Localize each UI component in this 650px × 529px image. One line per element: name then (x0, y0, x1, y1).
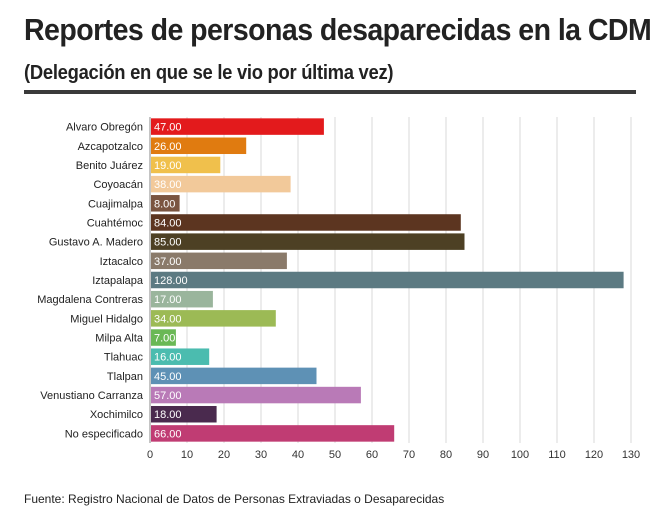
data-label: 16.00 (154, 352, 182, 364)
category-label: Iztacalco (100, 256, 143, 268)
x-tick-label: 20 (218, 449, 230, 461)
data-label: 38.00 (154, 179, 182, 191)
x-tick-label: 120 (585, 449, 603, 461)
data-label: 7.00 (154, 333, 175, 345)
data-label: 128.00 (154, 275, 188, 287)
bar (151, 214, 461, 231)
bar-chart: 0 10 20 30 40 50 60 70 80 90 100 110 120 130 Alvaro Ob… (37, 117, 640, 461)
category-label: Benito Juárez (76, 160, 143, 172)
x-tick-label: 70 (403, 449, 415, 461)
bar (151, 290, 213, 308)
category-label: No especificado (65, 428, 143, 440)
category-label: Cuahtémoc (87, 217, 144, 229)
bar (151, 329, 176, 346)
chart-subtitle: (Delegación en que se le vio por última … (24, 62, 394, 84)
category-label: Xochimilco (90, 409, 143, 421)
x-tick-label: 40 (292, 449, 304, 461)
category-label: Azcapotzalco (78, 141, 143, 153)
x-tick-label: 10 (181, 449, 193, 461)
chart-title: Reportes de personas desaparecidas en la… (24, 12, 650, 47)
bar (151, 156, 221, 174)
x-tick-label: 130 (622, 449, 640, 461)
bar (151, 310, 276, 327)
bar (151, 386, 361, 404)
x-tick-label: 100 (511, 449, 529, 461)
bar (151, 405, 217, 423)
data-label: 45.00 (154, 371, 182, 383)
data-label: 57.00 (154, 390, 182, 402)
category-label: Tlahuac (104, 352, 144, 364)
x-tick-label: 30 (255, 449, 267, 461)
category-label: Venustiano Carranza (40, 390, 144, 402)
category-label: Tlalpan (107, 371, 143, 383)
category-label: Gustavo A. Madero (49, 237, 143, 249)
x-tick-label: 60 (366, 449, 378, 461)
bar (151, 118, 324, 135)
x-tick-label: 110 (548, 449, 566, 461)
title-divider (24, 90, 636, 94)
category-label: Miguel Hidalgo (70, 313, 143, 325)
data-label: 85.00 (154, 237, 182, 249)
data-label: 37.00 (154, 256, 182, 268)
category-label: Iztapalapa (92, 275, 144, 287)
data-label: 47.00 (154, 122, 182, 134)
bar (151, 425, 395, 442)
data-label: 17.00 (154, 294, 182, 306)
data-label: 84.00 (154, 217, 182, 229)
x-tick-label: 50 (329, 449, 341, 461)
x-tick-label: 80 (440, 449, 452, 461)
data-label: 26.00 (154, 141, 182, 153)
category-label: Milpa Alta (95, 333, 144, 345)
data-label: 8.00 (154, 198, 175, 210)
bar (151, 137, 247, 155)
category-label: Alvaro Obregón (66, 122, 143, 134)
bar (151, 348, 210, 365)
bar (151, 271, 624, 289)
x-tick-label: 90 (477, 449, 489, 461)
data-label: 18.00 (154, 409, 182, 421)
category-label: Magdalena Contreras (37, 294, 143, 306)
data-label: 19.00 (154, 160, 182, 172)
x-tick-label: 0 (147, 449, 153, 461)
bar (151, 233, 465, 250)
bar (151, 175, 291, 193)
category-label: Coyoacán (93, 179, 143, 191)
source-note: Fuente: Registro Nacional de Datos de Pe… (24, 492, 445, 506)
category-label: Cuajimalpa (88, 198, 144, 210)
bar (151, 367, 317, 385)
bar (151, 252, 287, 270)
data-label: 66.00 (154, 428, 182, 440)
data-label: 34.00 (154, 313, 182, 325)
bar (151, 195, 180, 212)
